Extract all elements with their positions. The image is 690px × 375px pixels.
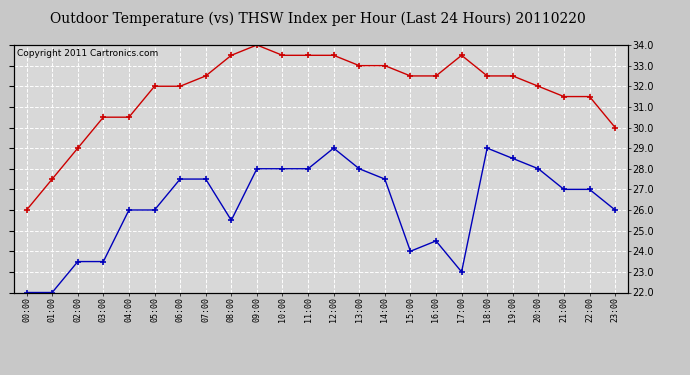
- Text: Copyright 2011 Cartronics.com: Copyright 2011 Cartronics.com: [17, 49, 158, 58]
- Text: Outdoor Temperature (vs) THSW Index per Hour (Last 24 Hours) 20110220: Outdoor Temperature (vs) THSW Index per …: [50, 11, 585, 26]
